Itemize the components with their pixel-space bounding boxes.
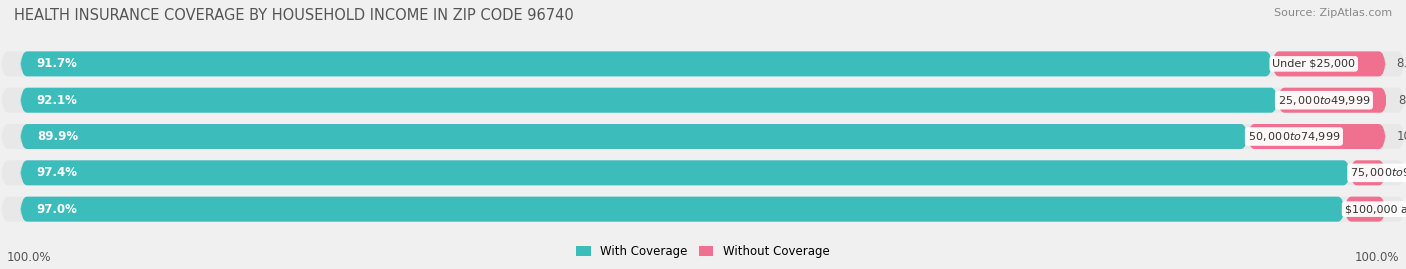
Text: 97.4%: 97.4% [37,166,77,179]
Text: 3.0%: 3.0% [1396,203,1406,216]
FancyBboxPatch shape [1350,160,1385,185]
FancyBboxPatch shape [21,197,1344,222]
FancyBboxPatch shape [1,88,1405,113]
FancyBboxPatch shape [1247,124,1385,149]
FancyBboxPatch shape [21,160,1350,185]
FancyBboxPatch shape [1272,51,1385,76]
FancyBboxPatch shape [21,124,1247,149]
Text: 2.6%: 2.6% [1396,166,1406,179]
Text: $75,000 to $99,999: $75,000 to $99,999 [1350,166,1406,179]
FancyBboxPatch shape [1,197,1405,222]
FancyBboxPatch shape [1,160,1405,185]
Text: 100.0%: 100.0% [1354,251,1399,264]
FancyBboxPatch shape [21,51,1272,76]
Text: Source: ZipAtlas.com: Source: ZipAtlas.com [1274,8,1392,18]
FancyBboxPatch shape [1,124,1405,149]
Text: $100,000 and over: $100,000 and over [1344,204,1406,214]
Text: Under $25,000: Under $25,000 [1272,59,1355,69]
FancyBboxPatch shape [21,88,1278,113]
Text: HEALTH INSURANCE COVERAGE BY HOUSEHOLD INCOME IN ZIP CODE 96740: HEALTH INSURANCE COVERAGE BY HOUSEHOLD I… [14,8,574,23]
FancyBboxPatch shape [1278,88,1386,113]
Legend: With Coverage, Without Coverage: With Coverage, Without Coverage [572,241,834,263]
Text: 91.7%: 91.7% [37,57,77,70]
FancyBboxPatch shape [1,51,1405,76]
Text: 89.9%: 89.9% [37,130,77,143]
Text: 8.3%: 8.3% [1396,57,1406,70]
Text: $25,000 to $49,999: $25,000 to $49,999 [1278,94,1371,107]
FancyBboxPatch shape [1344,197,1385,222]
Text: $50,000 to $74,999: $50,000 to $74,999 [1247,130,1340,143]
Text: 97.0%: 97.0% [37,203,77,216]
Text: 100.0%: 100.0% [7,251,52,264]
Text: 8.0%: 8.0% [1398,94,1406,107]
Text: 10.1%: 10.1% [1396,130,1406,143]
Text: 92.1%: 92.1% [37,94,77,107]
